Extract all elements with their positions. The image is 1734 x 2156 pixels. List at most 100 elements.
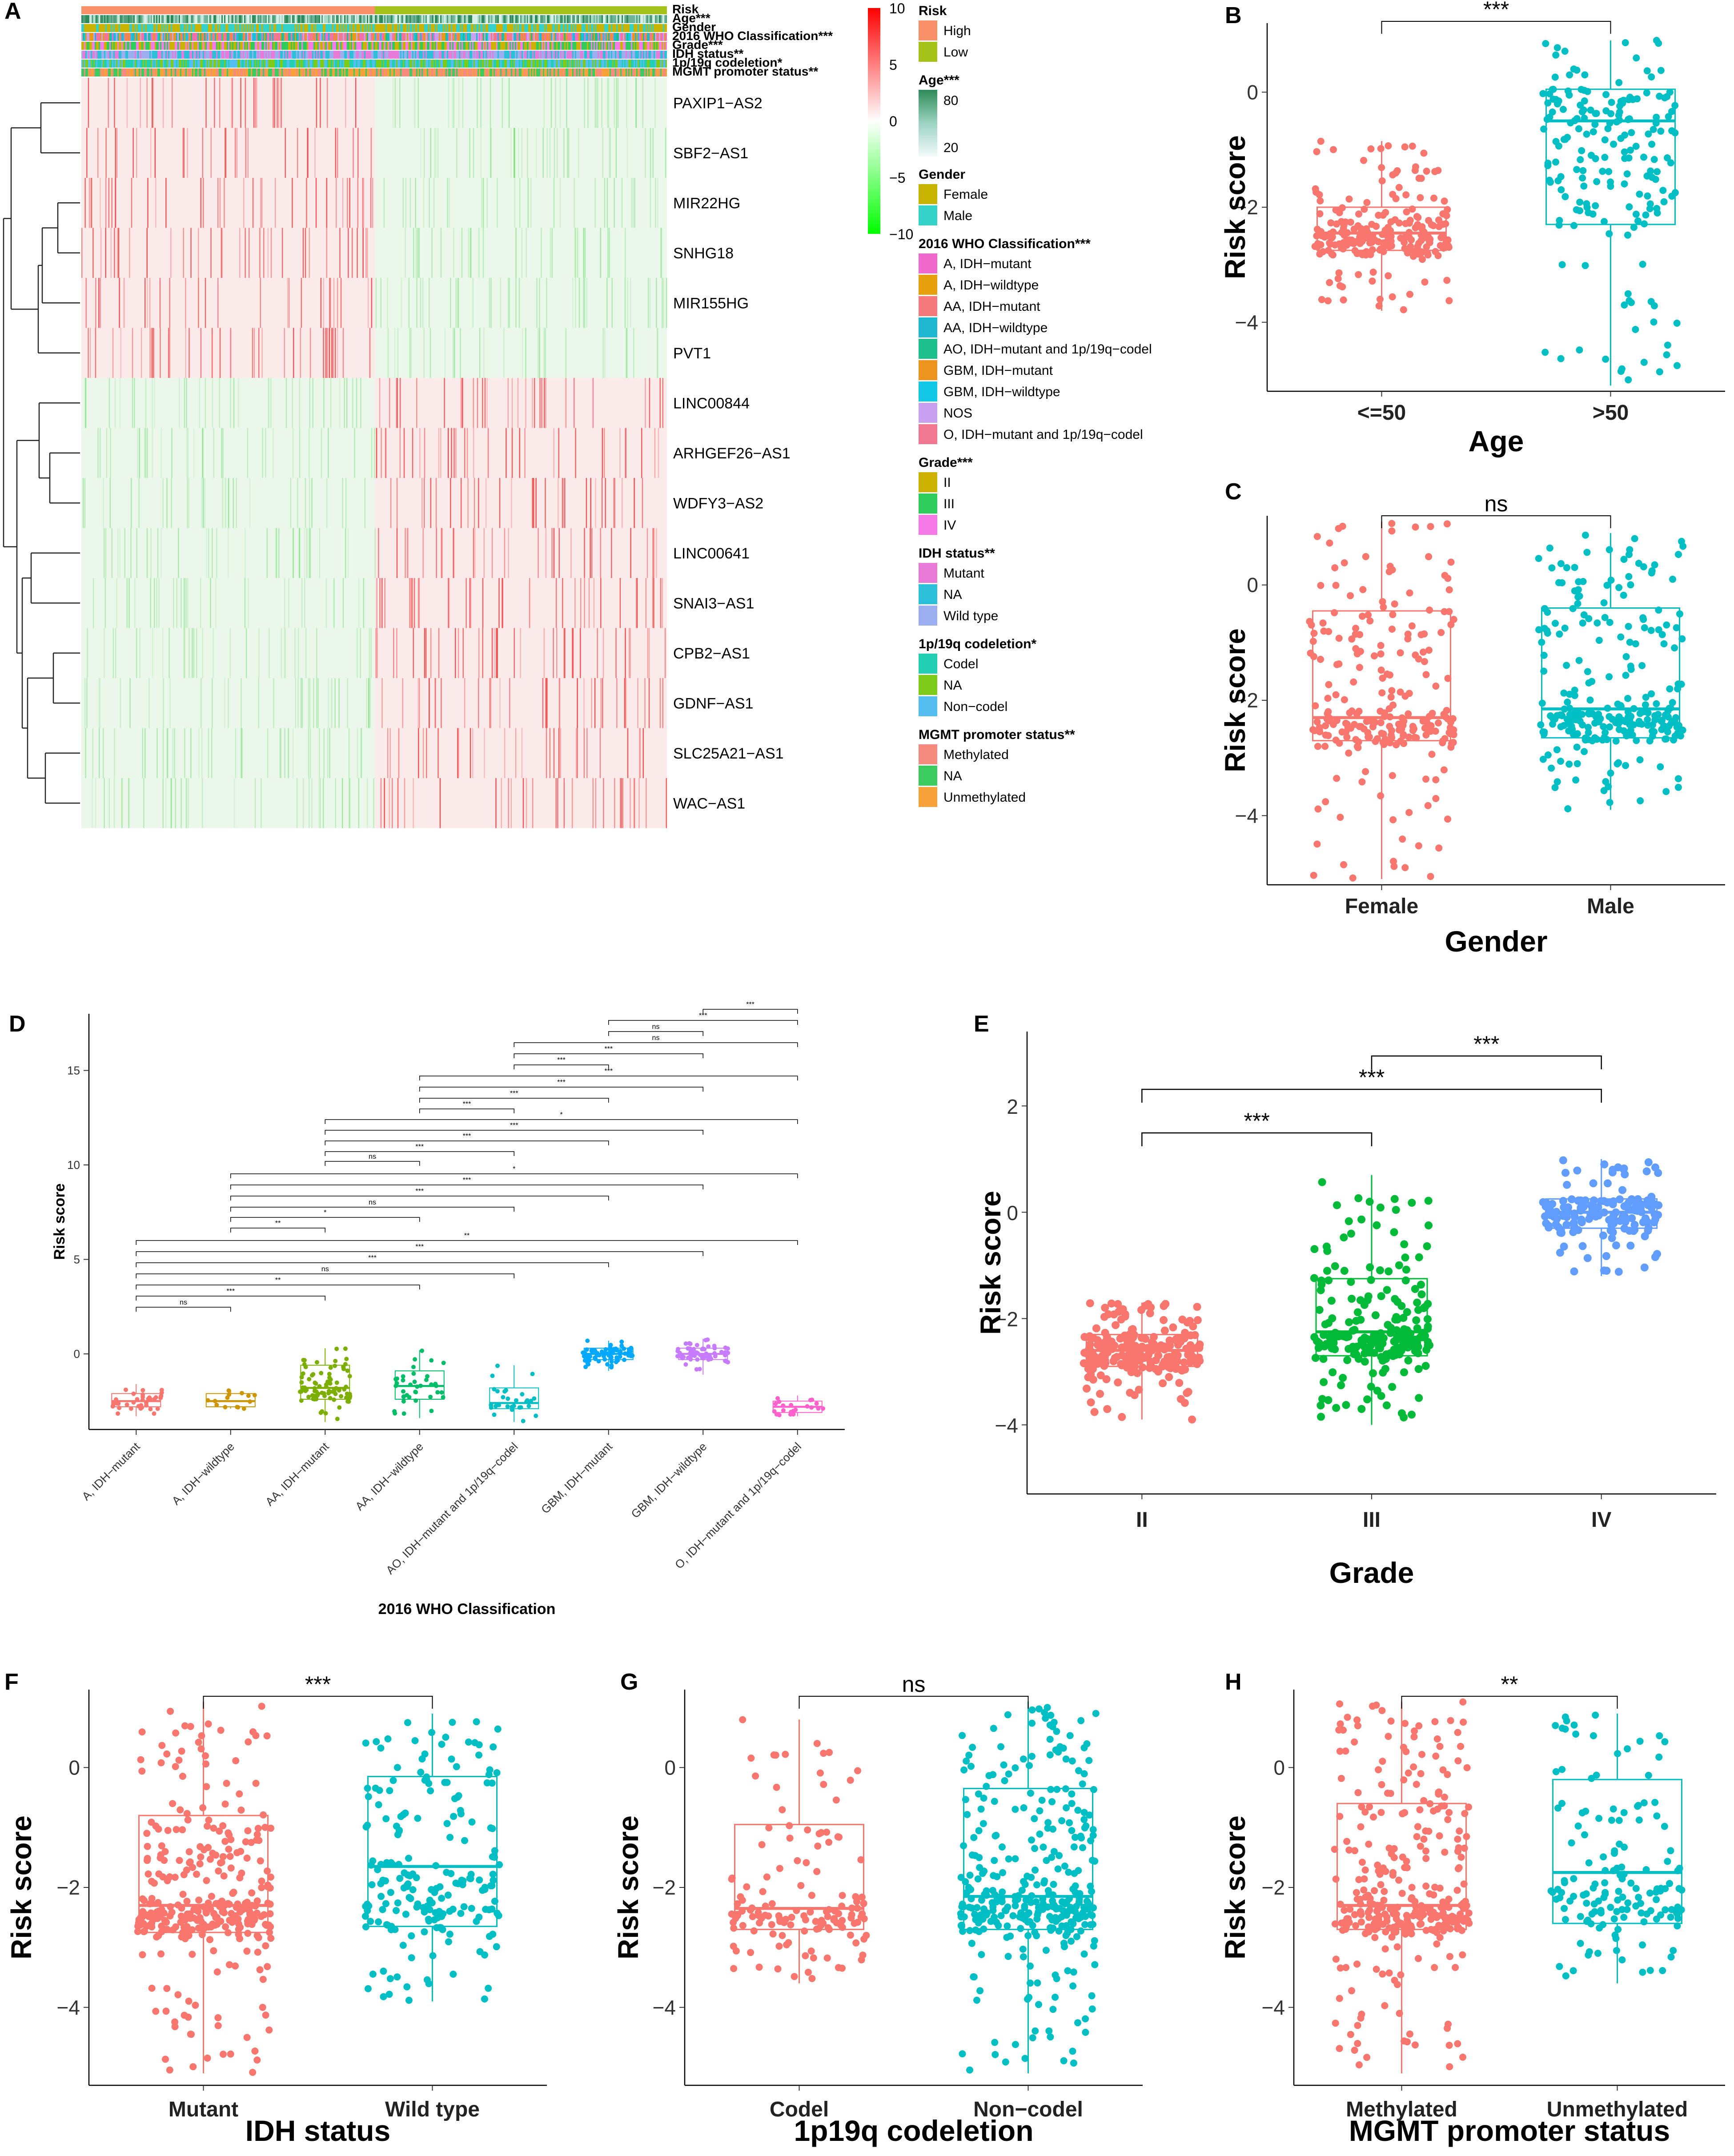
- annotation-cell: [572, 33, 574, 41]
- annotation-cell: [495, 60, 496, 68]
- annotation-cell: [491, 33, 492, 41]
- annotation-cell: [84, 24, 85, 32]
- annotation-cell: [552, 42, 554, 50]
- data-point: [1363, 199, 1371, 206]
- annotation-cell: [368, 68, 369, 76]
- annotation-cell: [663, 42, 664, 50]
- annotation-cell: [200, 33, 201, 41]
- heatmap-stripe: [346, 378, 348, 428]
- annotation-cell: [360, 15, 361, 23]
- annotation-cell: [283, 33, 284, 41]
- annotation-cell: [287, 51, 288, 59]
- annotation-cell: [567, 68, 568, 76]
- annotation-cell: [209, 24, 211, 32]
- annotation-cell: [235, 51, 236, 59]
- heatmap-stripe: [84, 178, 86, 228]
- annotation-cell: [361, 51, 363, 59]
- annotation-cell: [397, 42, 399, 50]
- heatmap-stripe: [306, 178, 307, 228]
- annotation-cell: [530, 51, 531, 59]
- annotation-cell: [614, 68, 615, 76]
- annotation-cell: [272, 51, 273, 59]
- annotation-cell: [626, 42, 627, 50]
- annotation-cell: [431, 68, 432, 76]
- heatmap-stripe: [139, 428, 140, 478]
- annotation-cell: [562, 51, 563, 59]
- annotation-cell: [267, 42, 268, 50]
- annotation-cell: [183, 24, 184, 32]
- annotation-cell: [119, 68, 120, 76]
- heatmap-stripe: [594, 78, 596, 128]
- annotation-cell: [403, 68, 404, 76]
- heatmap-stripe: [379, 378, 381, 428]
- heatmap-stripe: [504, 528, 506, 578]
- annotation-cell: [283, 60, 284, 68]
- heatmap-stripe: [628, 628, 630, 678]
- annotation-cell: [644, 60, 646, 68]
- annotation-cell: [312, 60, 313, 68]
- annotation-cell: [636, 24, 638, 32]
- heatmap-stripe: [284, 628, 285, 678]
- annotation-cell: [539, 51, 540, 59]
- annotation-cell: [403, 60, 404, 68]
- annotation-cell: [271, 60, 272, 68]
- annotation-cell: [344, 15, 345, 23]
- annotation-cell: [424, 42, 425, 50]
- annotation-cell: [340, 42, 341, 50]
- annotation-cell: [518, 51, 519, 59]
- annotation-cell: [211, 68, 212, 76]
- annotation-cell: [663, 33, 664, 41]
- annotation-cell: [292, 51, 293, 59]
- annotation-cell: [191, 15, 192, 23]
- annotation-cell: [566, 15, 567, 23]
- annotation-cell: [224, 60, 225, 68]
- annotation-cell: [241, 42, 243, 50]
- legend-swatch: [919, 275, 937, 295]
- data-point: [1402, 191, 1410, 199]
- annotation-cell: [383, 24, 384, 32]
- annotation-cell: [480, 60, 482, 68]
- colorbar-tick-label: 5: [889, 57, 897, 73]
- heatmap-stripe: [618, 78, 619, 128]
- annotation-cell: [215, 68, 216, 76]
- heatmap-stripe: [280, 78, 282, 128]
- annotation-cell: [396, 15, 397, 23]
- annotation-cell: [459, 15, 460, 23]
- y-tick-label: 0: [1247, 574, 1258, 597]
- annotation-cell: [368, 51, 369, 59]
- annotation-cell: [508, 42, 510, 50]
- heatmap-stripe: [103, 728, 104, 778]
- annotation-cell: [161, 15, 163, 23]
- annotation-cell: [627, 24, 628, 32]
- annotation-cell: [558, 24, 559, 32]
- annotation-cell: [610, 24, 611, 32]
- annotation-cell: [588, 33, 590, 41]
- data-point: [1373, 223, 1380, 230]
- annotation-cell: [568, 15, 570, 23]
- annotation-cell: [155, 42, 156, 50]
- annotation-cell: [612, 15, 614, 23]
- annotation-cell: [496, 42, 498, 50]
- annotation-cell: [578, 68, 579, 76]
- legend-item-label: AA, IDH−wildtype: [943, 321, 1048, 335]
- annotation-cell: [544, 33, 546, 41]
- annotation-cell: [268, 51, 269, 59]
- annotation-cell: [590, 42, 591, 50]
- annotation-cell: [638, 42, 639, 50]
- annotation-cell: [316, 60, 317, 68]
- annotation-cell: [407, 24, 408, 32]
- data-point: [1391, 216, 1399, 224]
- annotation-cell: [611, 51, 612, 59]
- annotation-cell: [99, 60, 100, 68]
- annotation-cell: [184, 51, 185, 59]
- annotation-cell: [412, 15, 413, 23]
- annotation-cell: [467, 15, 468, 23]
- heatmap-stripe: [384, 578, 385, 628]
- heatmap-stripe: [417, 578, 419, 628]
- data-point: [1318, 296, 1325, 303]
- heatmap-stripe: [560, 728, 561, 778]
- annotation-cell: [167, 15, 168, 23]
- annotation-cell: [256, 51, 257, 59]
- annotation-cell: [369, 24, 371, 32]
- annotation-cell: [135, 15, 136, 23]
